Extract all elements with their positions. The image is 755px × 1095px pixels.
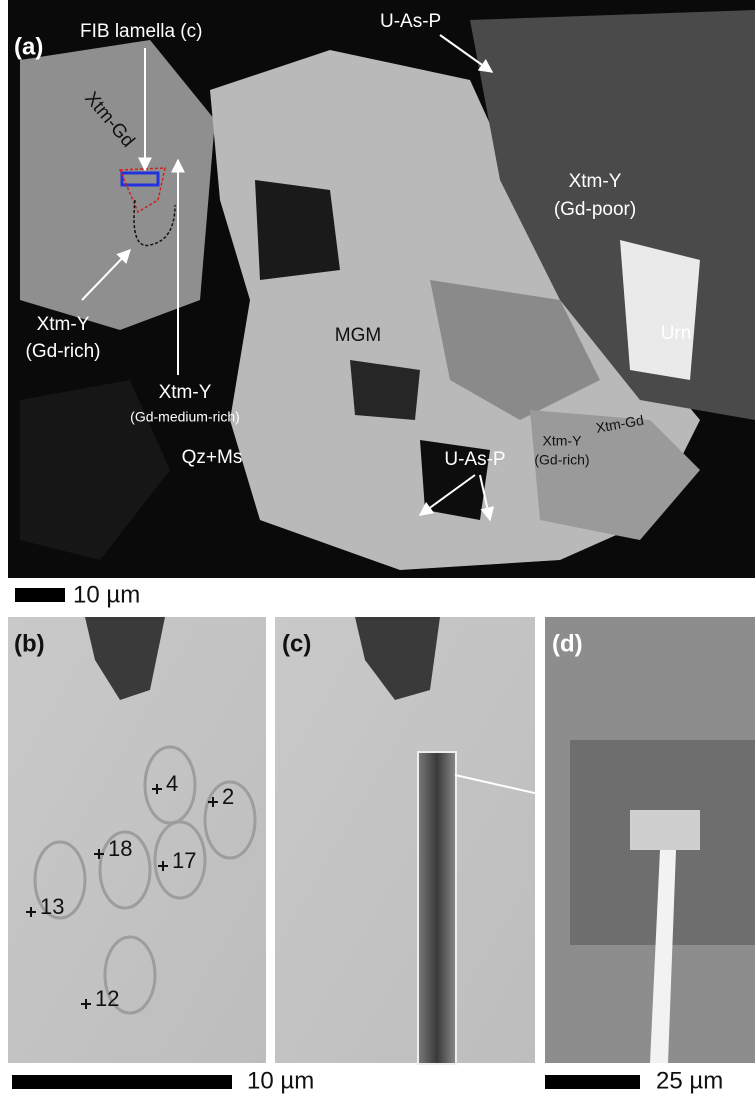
annotation: Xtm-Y [569, 171, 622, 192]
spot-label: 13 [40, 894, 64, 919]
annotation: Qz+Ms [182, 447, 243, 468]
spot-label: 18 [108, 836, 132, 861]
spot-label: 4 [166, 771, 178, 796]
annotation: (Gd-poor) [554, 199, 636, 220]
lamella-site [630, 810, 700, 850]
annotation: Xtm-Y [159, 382, 212, 403]
figure: (a) FIB lamella (c) U-As-P Xtm-Gd Xtm-Y … [0, 0, 755, 1095]
spot-label: 2 [222, 784, 234, 809]
annotation: (Gd-rich) [26, 341, 101, 362]
panel-label: (b) [14, 630, 45, 657]
fib-trench [418, 752, 456, 1064]
scale-bar [15, 588, 65, 602]
panel-label: (a) [14, 33, 43, 60]
annotation: Xtm-Y [543, 433, 583, 449]
scale-label: 25 µm [656, 1067, 723, 1094]
scale-label: 10 µm [247, 1067, 314, 1094]
spot-label: 12 [95, 986, 119, 1011]
grain [255, 180, 340, 280]
grain [350, 360, 420, 420]
panel-label: (d) [552, 630, 583, 657]
annotation: Urn [661, 323, 692, 344]
annotation: FIB lamella (c) [80, 21, 202, 42]
grain [620, 240, 700, 380]
annotation: (Gd-medium-rich) [130, 409, 240, 425]
annotation: U-As-P [444, 449, 505, 470]
scale-bar [12, 1075, 232, 1089]
spot-label: 17 [172, 848, 196, 873]
annotation: (Gd-rich) [534, 452, 589, 468]
scale-bar [545, 1075, 640, 1089]
panel-a: (a) FIB lamella (c) U-As-P Xtm-Gd Xtm-Y … [8, 0, 755, 578]
scale-label: 10 µm [73, 581, 140, 608]
panel-b: (b) 4 2 18 13 17 12 [8, 617, 266, 1063]
panel-d: (d) [545, 617, 755, 1063]
panel-label: (c) [282, 630, 311, 657]
annotation: Xtm-Y [37, 314, 90, 335]
annotation: U-As-P [380, 11, 441, 32]
annotation: MGM [335, 325, 381, 346]
